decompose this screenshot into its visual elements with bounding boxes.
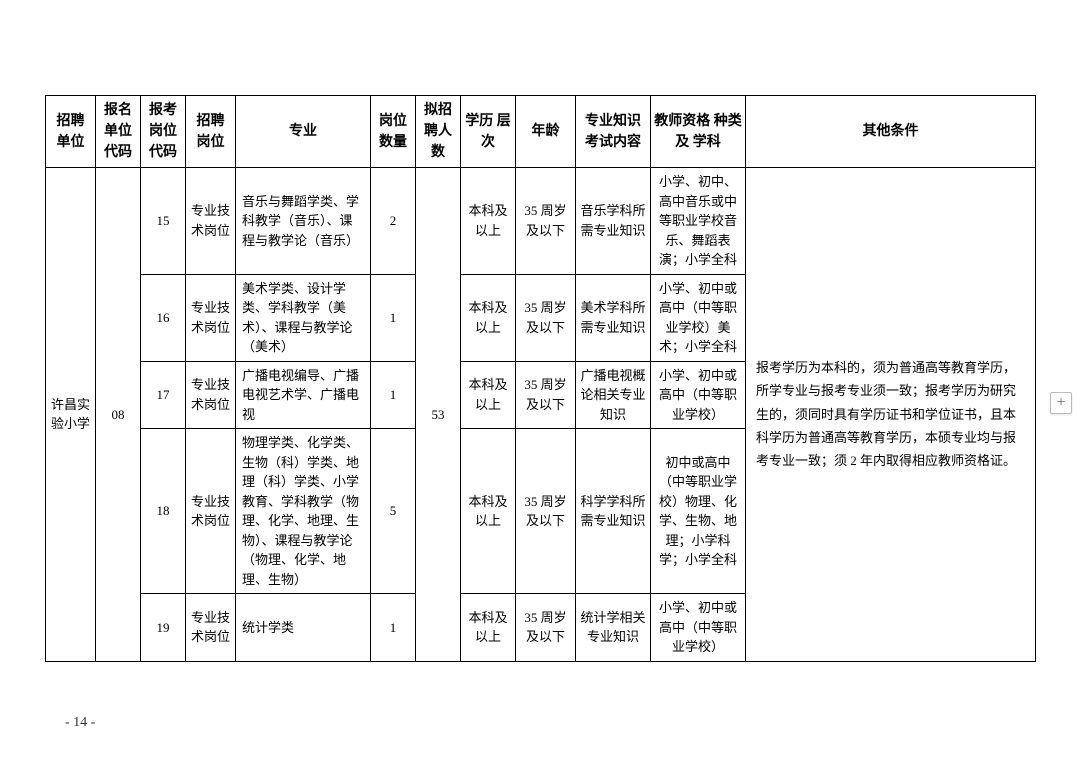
cell-age: 35 周岁及以下: [516, 594, 576, 662]
cell-postcode: 18: [141, 429, 186, 594]
cell-count: 1: [371, 594, 416, 662]
cell-knowledge: 音乐学科所需专业知识: [576, 168, 651, 275]
cell-count: 5: [371, 429, 416, 594]
cell-count: 2: [371, 168, 416, 275]
th-unitcode: 报名 单位 代码: [96, 96, 141, 168]
th-cert: 教师资格 种类及 学科: [651, 96, 746, 168]
cell-post: 专业技术岗位: [186, 168, 236, 275]
cell-postcode: 15: [141, 168, 186, 275]
cell-age: 35 周岁及以下: [516, 274, 576, 361]
cell-major: 物理学类、化学类、生物（科）学类、地理（科）学类、小学教育、学科教学（物理、化学…: [236, 429, 371, 594]
cell-unitcode: 08: [96, 168, 141, 662]
cell-postcode: 19: [141, 594, 186, 662]
expand-button[interactable]: +: [1050, 392, 1072, 414]
cell-edu: 本科及以上: [461, 594, 516, 662]
cell-edu: 本科及以上: [461, 274, 516, 361]
cell-edu: 本科及以上: [461, 361, 516, 429]
cell-knowledge: 广播电视概论相关专业知识: [576, 361, 651, 429]
th-post: 招聘 岗位: [186, 96, 236, 168]
page-number: - 14 -: [65, 715, 95, 731]
cell-major: 广播电视编导、广播电视艺术学、广播电视: [236, 361, 371, 429]
th-other: 其他条件: [746, 96, 1036, 168]
cell-major: 美术学类、设计学类、学科教学（美术）、课程与教学论（美术）: [236, 274, 371, 361]
cell-edu: 本科及以上: [461, 429, 516, 594]
table-container: 招聘 单位 报名 单位 代码 报考 岗位 代码 招聘 岗位 专业 岗位 数量 拟…: [45, 95, 1035, 662]
table-body: 许昌实验小学0815专业技术岗位音乐与舞蹈学类、学科教学（音乐）、课程与教学论（…: [46, 168, 1036, 662]
cell-age: 35 周岁及以下: [516, 168, 576, 275]
th-postcode: 报考 岗位 代码: [141, 96, 186, 168]
cell-edu: 本科及以上: [461, 168, 516, 275]
cell-post: 专业技术岗位: [186, 274, 236, 361]
th-major: 专业: [236, 96, 371, 168]
cell-count: 1: [371, 274, 416, 361]
cell-cert: 小学、初中或高中（中等职业学校）: [651, 361, 746, 429]
cell-knowledge: 科学学科所需专业知识: [576, 429, 651, 594]
cell-post: 专业技术岗位: [186, 361, 236, 429]
cell-post: 专业技术岗位: [186, 429, 236, 594]
cell-cert: 小学、初中或高中（中等职业学校）: [651, 594, 746, 662]
recruitment-table: 招聘 单位 报名 单位 代码 报考 岗位 代码 招聘 岗位 专业 岗位 数量 拟…: [45, 95, 1036, 662]
th-age: 年龄: [516, 96, 576, 168]
cell-postcode: 16: [141, 274, 186, 361]
cell-age: 35 周岁及以下: [516, 361, 576, 429]
cell-unit: 许昌实验小学: [46, 168, 96, 662]
cell-major: 统计学类: [236, 594, 371, 662]
cell-count: 1: [371, 361, 416, 429]
cell-age: 35 周岁及以下: [516, 429, 576, 594]
cell-cert: 初中或高中（中等职业学校）物理、化学、生物、地理；小学科学；小学全科: [651, 429, 746, 594]
th-total: 拟招 聘人 数: [416, 96, 461, 168]
th-knowledge: 专业知识 考试内容: [576, 96, 651, 168]
cell-cert: 小学、初中、高中音乐或中等职业学校音乐、舞蹈表演；小学全科: [651, 168, 746, 275]
cell-other: 报考学历为本科的，须为普通高等教育学历，所学专业与报考专业须一致；报考学历为研究…: [746, 168, 1036, 662]
cell-cert: 小学、初中或高中（中等职业学校）美术；小学全科: [651, 274, 746, 361]
cell-knowledge: 美术学科所需专业知识: [576, 274, 651, 361]
th-edu: 学历 层次: [461, 96, 516, 168]
cell-major: 音乐与舞蹈学类、学科教学（音乐）、课程与教学论（音乐）: [236, 168, 371, 275]
cell-post: 专业技术岗位: [186, 594, 236, 662]
cell-total: 53: [416, 168, 461, 662]
th-unit: 招聘 单位: [46, 96, 96, 168]
cell-knowledge: 统计学相关专业知识: [576, 594, 651, 662]
cell-postcode: 17: [141, 361, 186, 429]
table-header-row: 招聘 单位 报名 单位 代码 报考 岗位 代码 招聘 岗位 专业 岗位 数量 拟…: [46, 96, 1036, 168]
th-count: 岗位 数量: [371, 96, 416, 168]
table-row: 许昌实验小学0815专业技术岗位音乐与舞蹈学类、学科教学（音乐）、课程与教学论（…: [46, 168, 1036, 275]
